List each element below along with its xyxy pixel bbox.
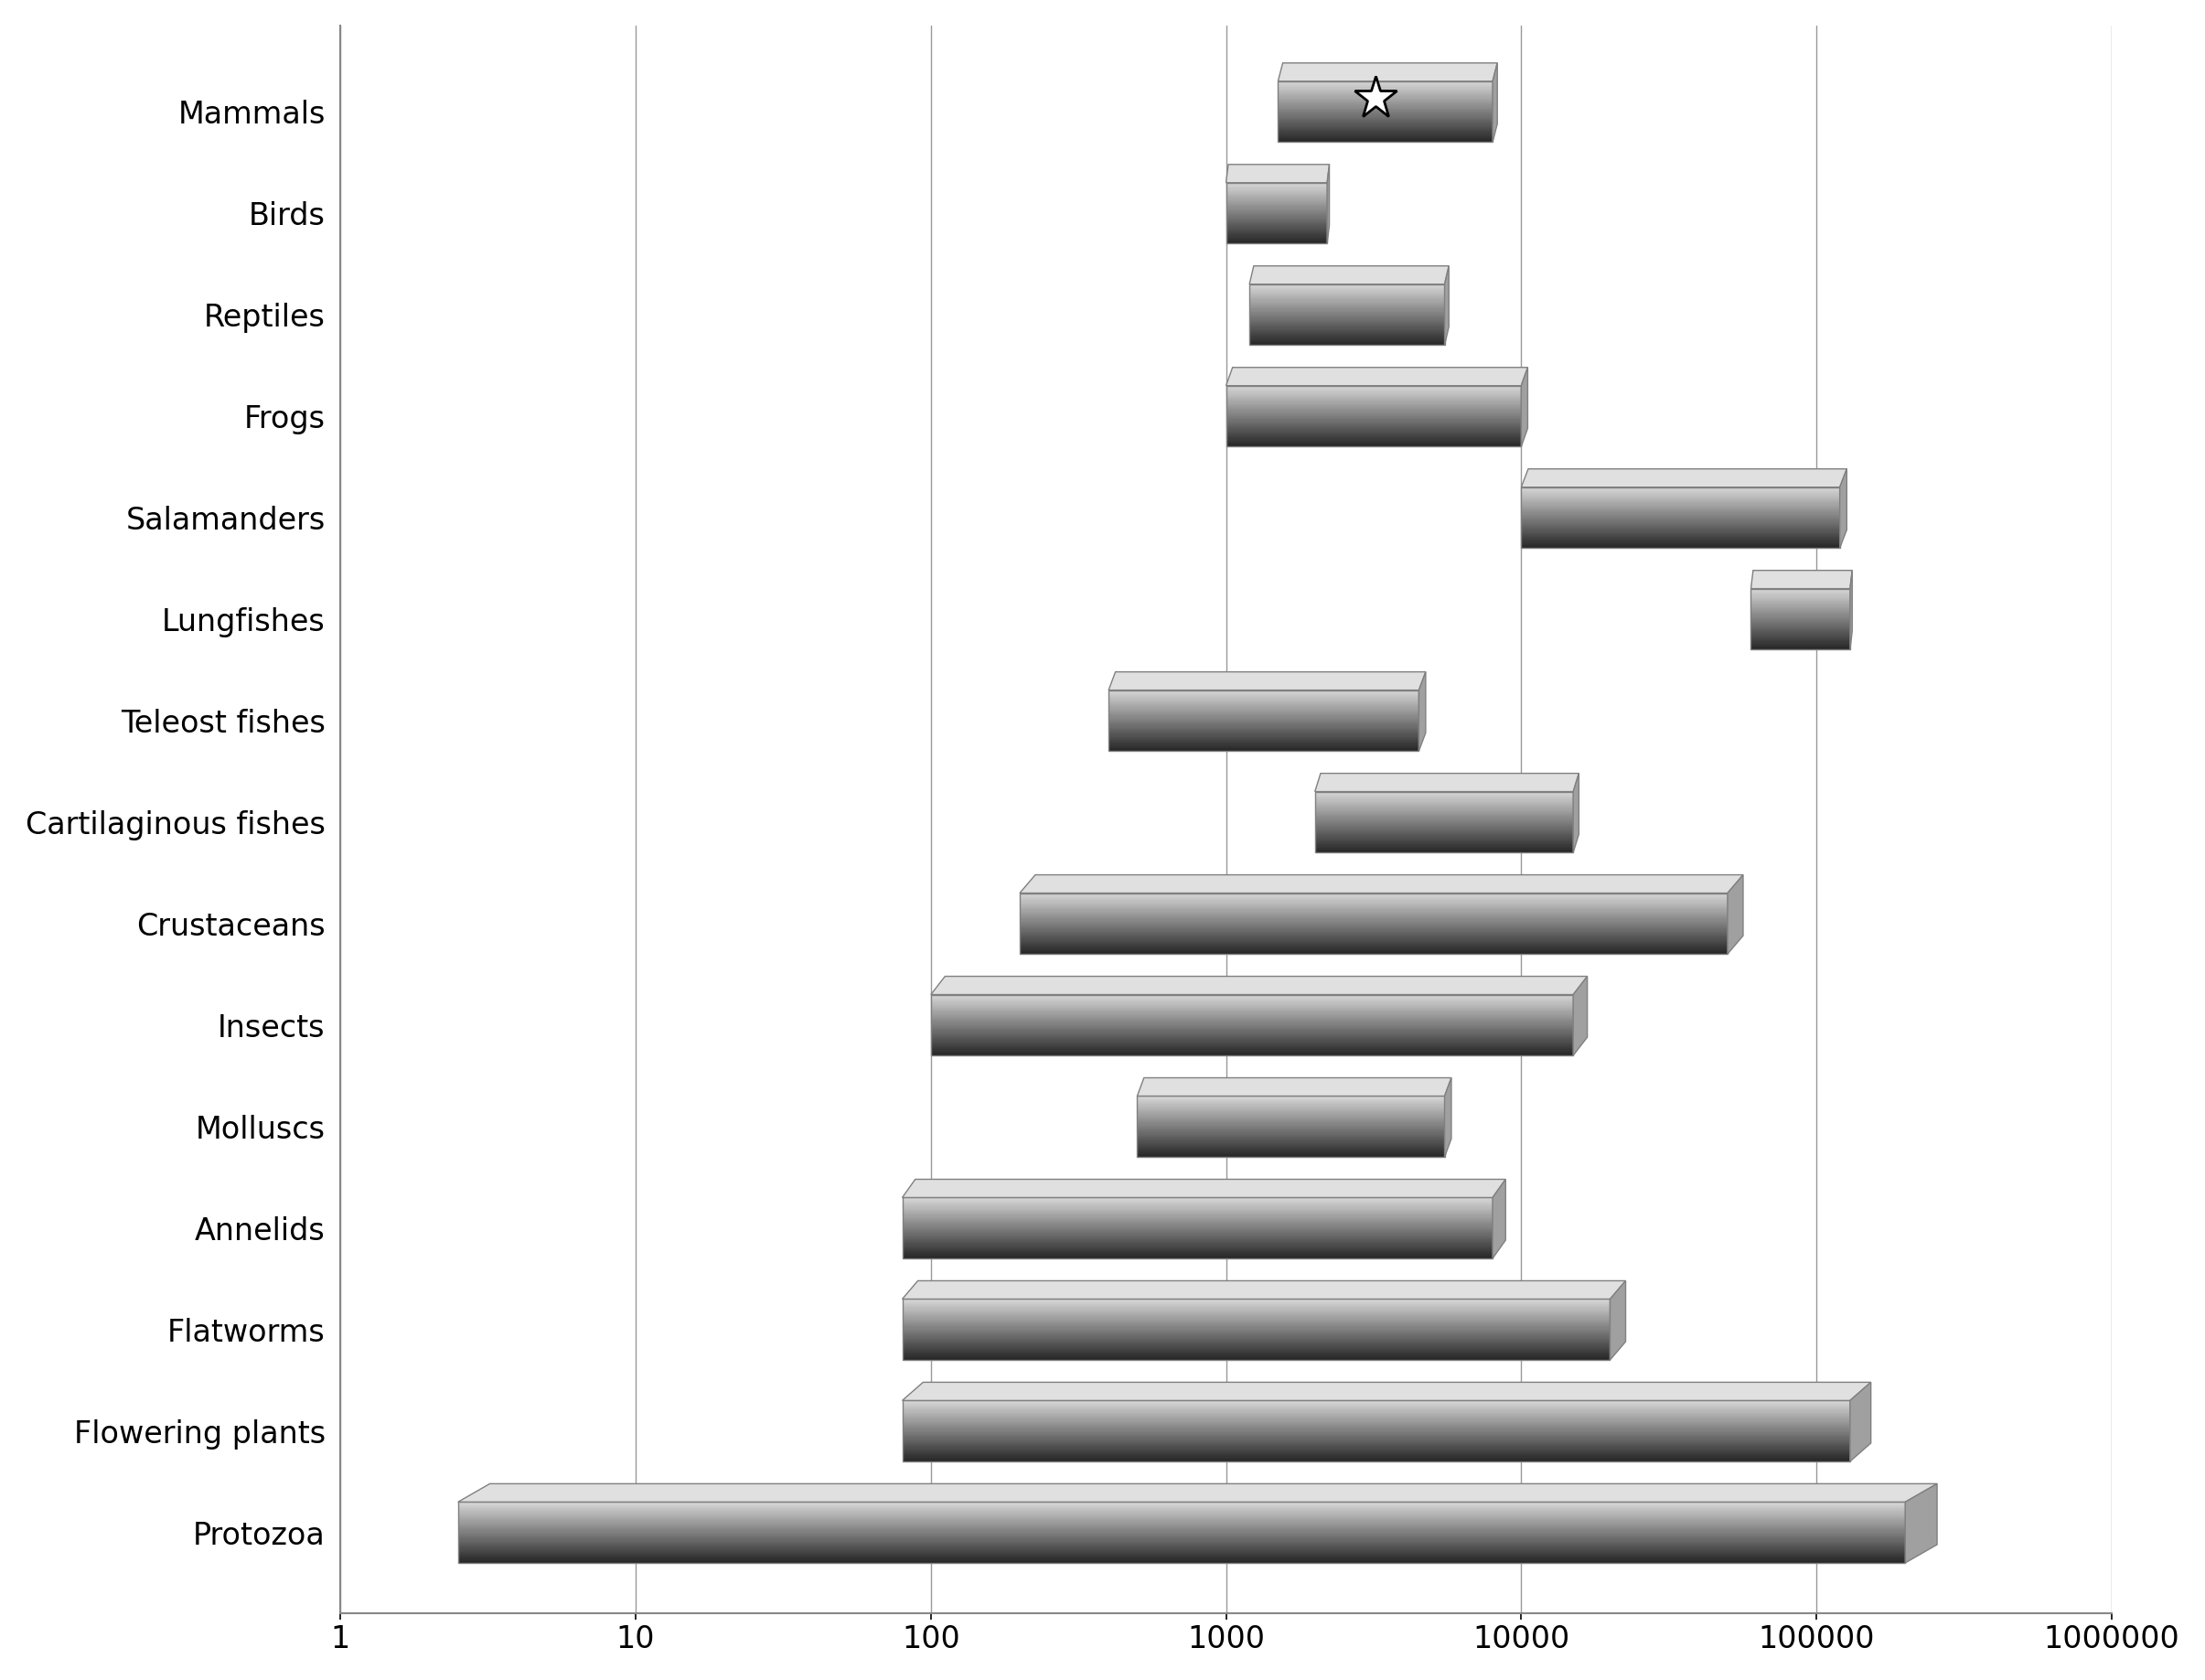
Bar: [459, 1502, 1905, 1562]
Polygon shape: [1850, 1383, 1870, 1462]
Bar: [902, 1299, 1610, 1359]
Polygon shape: [1226, 368, 1528, 386]
Polygon shape: [902, 1179, 1506, 1198]
Polygon shape: [1493, 1179, 1506, 1258]
Polygon shape: [1138, 1079, 1451, 1095]
Polygon shape: [1226, 165, 1330, 183]
Polygon shape: [1839, 469, 1848, 548]
Polygon shape: [1905, 1483, 1938, 1562]
Polygon shape: [1727, 875, 1744, 954]
Polygon shape: [1250, 265, 1449, 284]
Bar: [1314, 791, 1572, 852]
Bar: [1751, 588, 1850, 650]
Polygon shape: [1493, 62, 1497, 143]
Bar: [1138, 1095, 1444, 1158]
Bar: [1109, 690, 1418, 751]
Bar: [1226, 183, 1327, 244]
Polygon shape: [1751, 571, 1852, 588]
Polygon shape: [1327, 165, 1330, 244]
Polygon shape: [902, 1383, 1870, 1401]
Polygon shape: [1572, 773, 1579, 852]
Polygon shape: [1521, 368, 1528, 447]
Polygon shape: [1019, 875, 1744, 894]
Polygon shape: [902, 1280, 1625, 1299]
Bar: [1521, 487, 1839, 548]
Polygon shape: [1444, 1079, 1451, 1158]
Polygon shape: [1418, 672, 1427, 751]
Polygon shape: [459, 1483, 1938, 1502]
Bar: [1279, 81, 1493, 143]
Bar: [902, 1198, 1493, 1258]
Polygon shape: [1610, 1280, 1625, 1359]
Bar: [1250, 284, 1444, 344]
Bar: [931, 995, 1572, 1055]
Polygon shape: [1444, 265, 1449, 344]
Polygon shape: [1109, 672, 1427, 690]
Polygon shape: [1314, 773, 1579, 791]
Bar: [1226, 386, 1521, 447]
Polygon shape: [1572, 976, 1588, 1055]
Polygon shape: [1279, 62, 1497, 81]
Polygon shape: [1521, 469, 1848, 487]
Bar: [902, 1401, 1850, 1462]
Bar: [1019, 894, 1727, 954]
Polygon shape: [931, 976, 1588, 995]
